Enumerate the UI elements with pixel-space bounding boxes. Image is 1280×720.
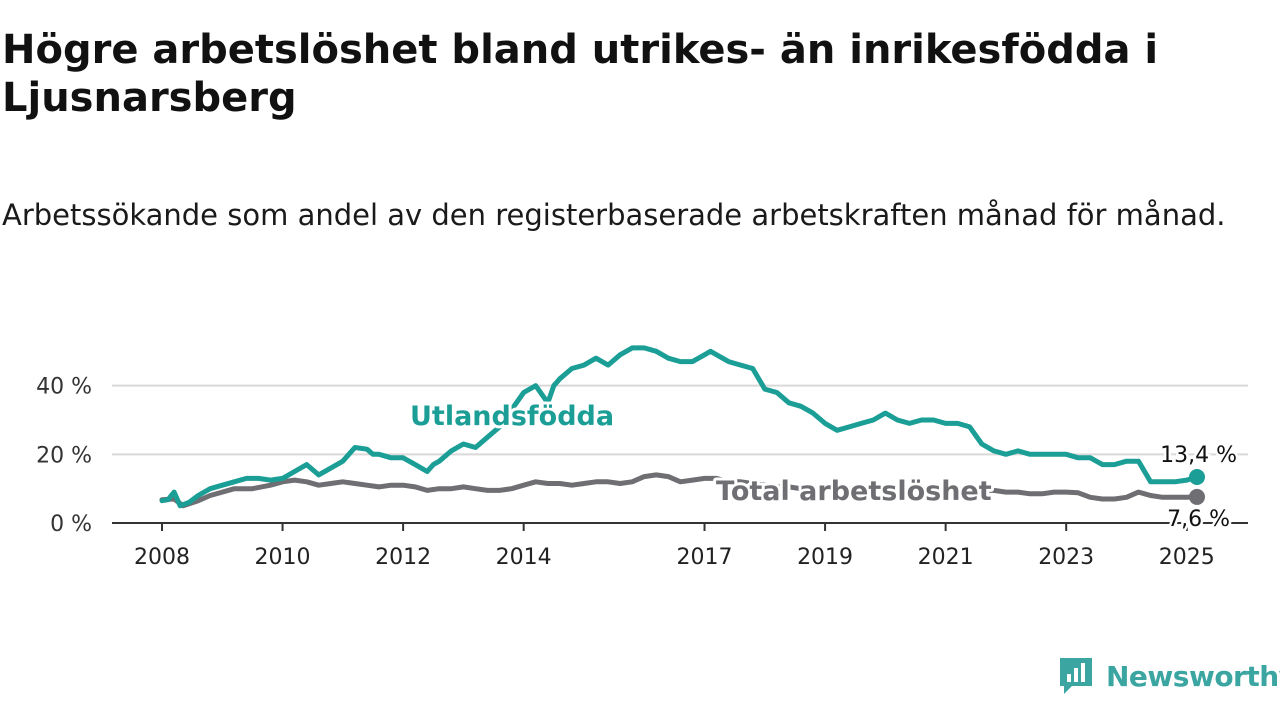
end-label-total: 7,6 % xyxy=(1167,507,1230,532)
series-line-total xyxy=(159,472,1200,509)
brand-name: Newsworthy xyxy=(1106,659,1280,693)
end-point-total xyxy=(1189,488,1205,505)
series-label-utlandsfodda: Utlandsfödda xyxy=(410,401,614,432)
x-tick-label: 2010 xyxy=(255,545,311,570)
x-tick-label: 2019 xyxy=(797,545,853,570)
x-axis-ticks: 2008 2010 2012 2014 2017 2019 2021 2023 2025 xyxy=(134,523,1215,570)
series-line-utlandsfodda xyxy=(159,345,1200,509)
x-tick-label: 2017 xyxy=(677,545,733,570)
end-point-utlandsfodda xyxy=(1189,468,1205,485)
y-axis-ticks: 0 % 20 % 40 % xyxy=(36,375,92,537)
x-tick-label: 2014 xyxy=(496,545,552,570)
newsworthy-logo-icon xyxy=(1060,658,1092,694)
chart-subtitle: Arbetssökande som andel av den registerb… xyxy=(2,198,1226,232)
x-tick-label: 2023 xyxy=(1038,545,1094,570)
y-tick-label: 20 % xyxy=(36,443,92,468)
series-labels: Utlandsfödda Total arbetslöshet 13,4 % 7,6 … xyxy=(407,398,1240,535)
y-tick-label: 40 % xyxy=(36,375,92,400)
series-lines xyxy=(159,345,1205,509)
x-tick-label: 2025 xyxy=(1159,545,1215,570)
x-tick-label: 2021 xyxy=(918,545,974,570)
x-tick-label: 2012 xyxy=(375,545,431,570)
y-tick-label: 0 % xyxy=(50,512,92,537)
grid-lines xyxy=(112,384,1248,524)
end-label-utlandsfodda: 13,4 % xyxy=(1160,443,1237,468)
series-label-total: Total arbetslöshet xyxy=(716,476,992,507)
newsworthy-logo: Newsworthy xyxy=(1058,655,1280,697)
x-tick-label: 2008 xyxy=(134,545,190,570)
chart-title: Högre arbetslöshet bland utrikes- än inr… xyxy=(2,27,1159,121)
